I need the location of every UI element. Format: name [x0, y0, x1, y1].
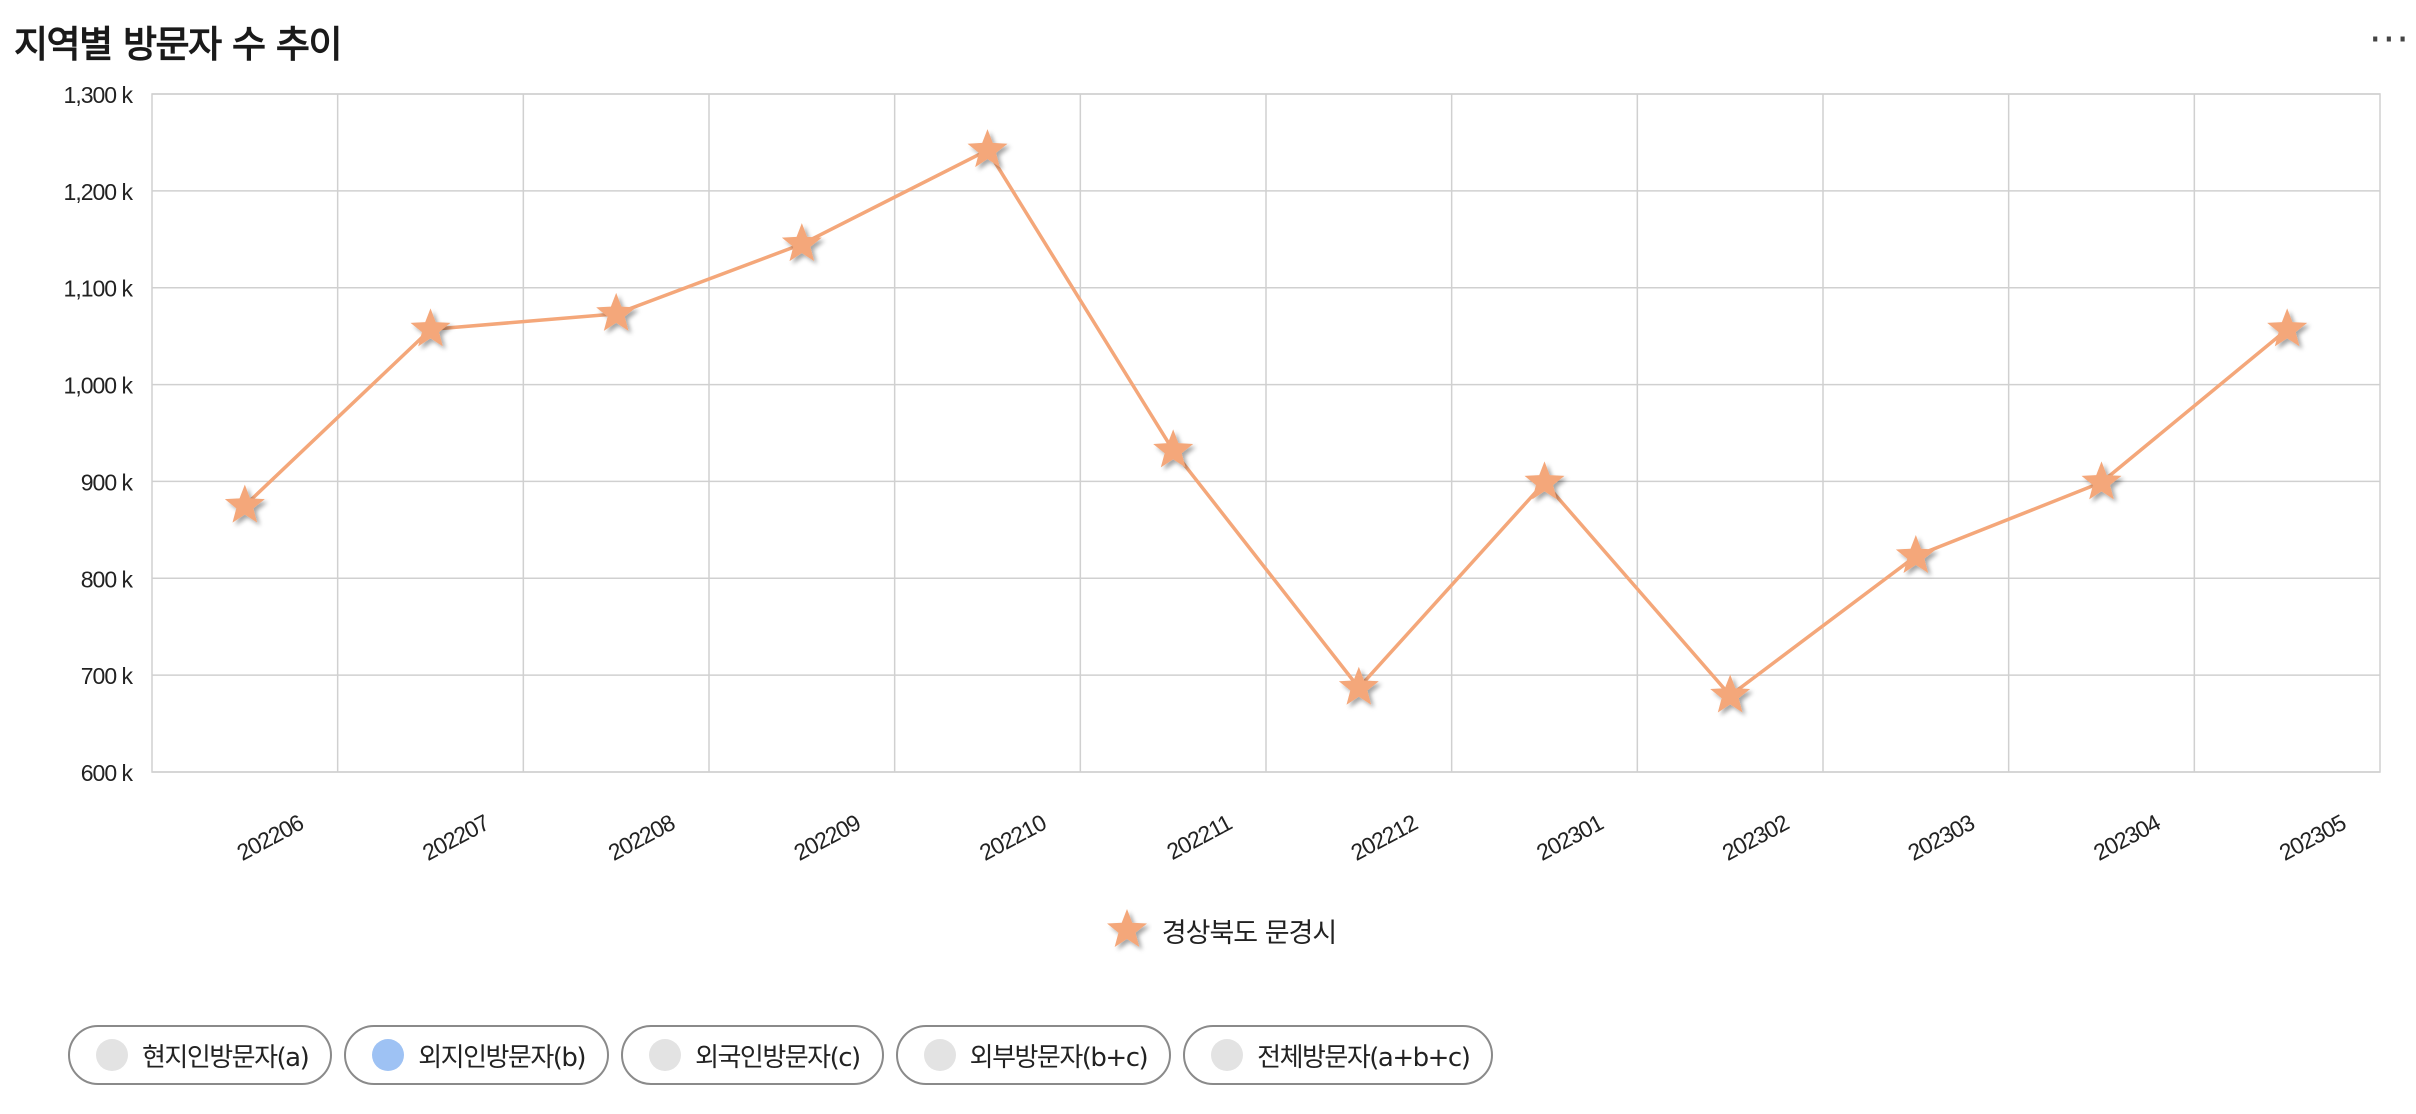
legend-star-icon — [1106, 909, 1147, 947]
y-tick-label: 1,000 k — [64, 373, 134, 399]
x-tick-label: 202209 — [790, 809, 865, 865]
filter-local-visitors[interactable]: 현지인방문자(a) — [68, 1025, 333, 1085]
x-tick-label: 202206 — [233, 809, 308, 865]
filter-label: 외부방문자(b+c) — [969, 1042, 1149, 1073]
y-tick-label: 600 k — [81, 760, 134, 786]
radio-dot-icon — [1211, 1039, 1244, 1071]
filter-label: 전체방문자(a+b+c) — [1257, 1042, 1471, 1073]
filter-outside-visitors[interactable]: 외지인방문자(b) — [344, 1025, 610, 1085]
chart-legend: 경상북도 문경시 — [0, 905, 2416, 959]
visitor-type-filters: 현지인방문자(a) 외지인방문자(b) 외국인방문자(c) 외부방문자(b+c)… — [68, 1025, 1494, 1085]
more-horizontal-icon[interactable]: ··· — [2368, 17, 2410, 63]
filter-label: 외국인방문자(c) — [695, 1042, 861, 1073]
data-point-star — [1153, 429, 1194, 468]
radio-dot-icon — [96, 1039, 128, 1071]
filter-label: 현지인방문자(a) — [142, 1042, 310, 1073]
y-tick-label: 900 k — [81, 469, 134, 495]
data-point-star — [1338, 666, 1379, 705]
y-tick-label: 700 k — [81, 663, 134, 689]
x-tick-label: 202211 — [1162, 809, 1235, 864]
filter-external-visitors[interactable]: 외부방문자(b+c) — [895, 1025, 1172, 1085]
x-tick-label: 202212 — [1347, 809, 1422, 865]
data-point-star — [224, 484, 265, 523]
filter-label: 외지인방문자(b) — [418, 1042, 586, 1073]
y-tick-label: 1,100 k — [64, 276, 134, 302]
x-tick-label: 202303 — [1904, 809, 1979, 865]
y-tick-label: 800 k — [81, 566, 134, 592]
data-point-star — [1710, 674, 1751, 713]
data-point-star — [2267, 308, 2308, 347]
legend-series-name: 경상북도 문경시 — [1161, 917, 1337, 949]
x-tick-label: 202305 — [2275, 809, 2350, 865]
data-point-star — [2081, 461, 2122, 500]
radio-dot-icon — [372, 1039, 405, 1071]
data-point-star — [596, 292, 637, 331]
filter-total-visitors[interactable]: 전체방문자(a+b+c) — [1183, 1025, 1494, 1085]
y-tick-label: 1,200 k — [64, 179, 134, 205]
x-tick-label: 202207 — [418, 809, 493, 865]
radio-dot-icon — [649, 1039, 682, 1071]
data-point-star — [967, 129, 1008, 168]
y-tick-label: 1,300 k — [64, 82, 134, 108]
x-tick-label: 202304 — [2089, 809, 2165, 866]
line-chart: 600 k 700 k 800 k 900 k 1,000 k 1,100 k 1,200 … — [64, 82, 2381, 866]
radio-dot-icon — [923, 1039, 956, 1071]
data-point-star — [410, 308, 451, 347]
chart-title: 지역별 방문자 수 추이 — [14, 23, 343, 66]
x-tick-label: 202302 — [1718, 809, 1793, 865]
filter-foreign-visitors[interactable]: 외국인방문자(c) — [621, 1025, 884, 1085]
x-tick-label: 202210 — [975, 809, 1050, 865]
data-point-star — [781, 223, 822, 262]
x-tick-label: 202208 — [604, 809, 679, 865]
data-point-star — [1524, 461, 1565, 500]
data-point-star — [1895, 535, 1936, 573]
series-line — [243, 148, 2289, 698]
x-tick-label: 202301 — [1532, 809, 1607, 865]
